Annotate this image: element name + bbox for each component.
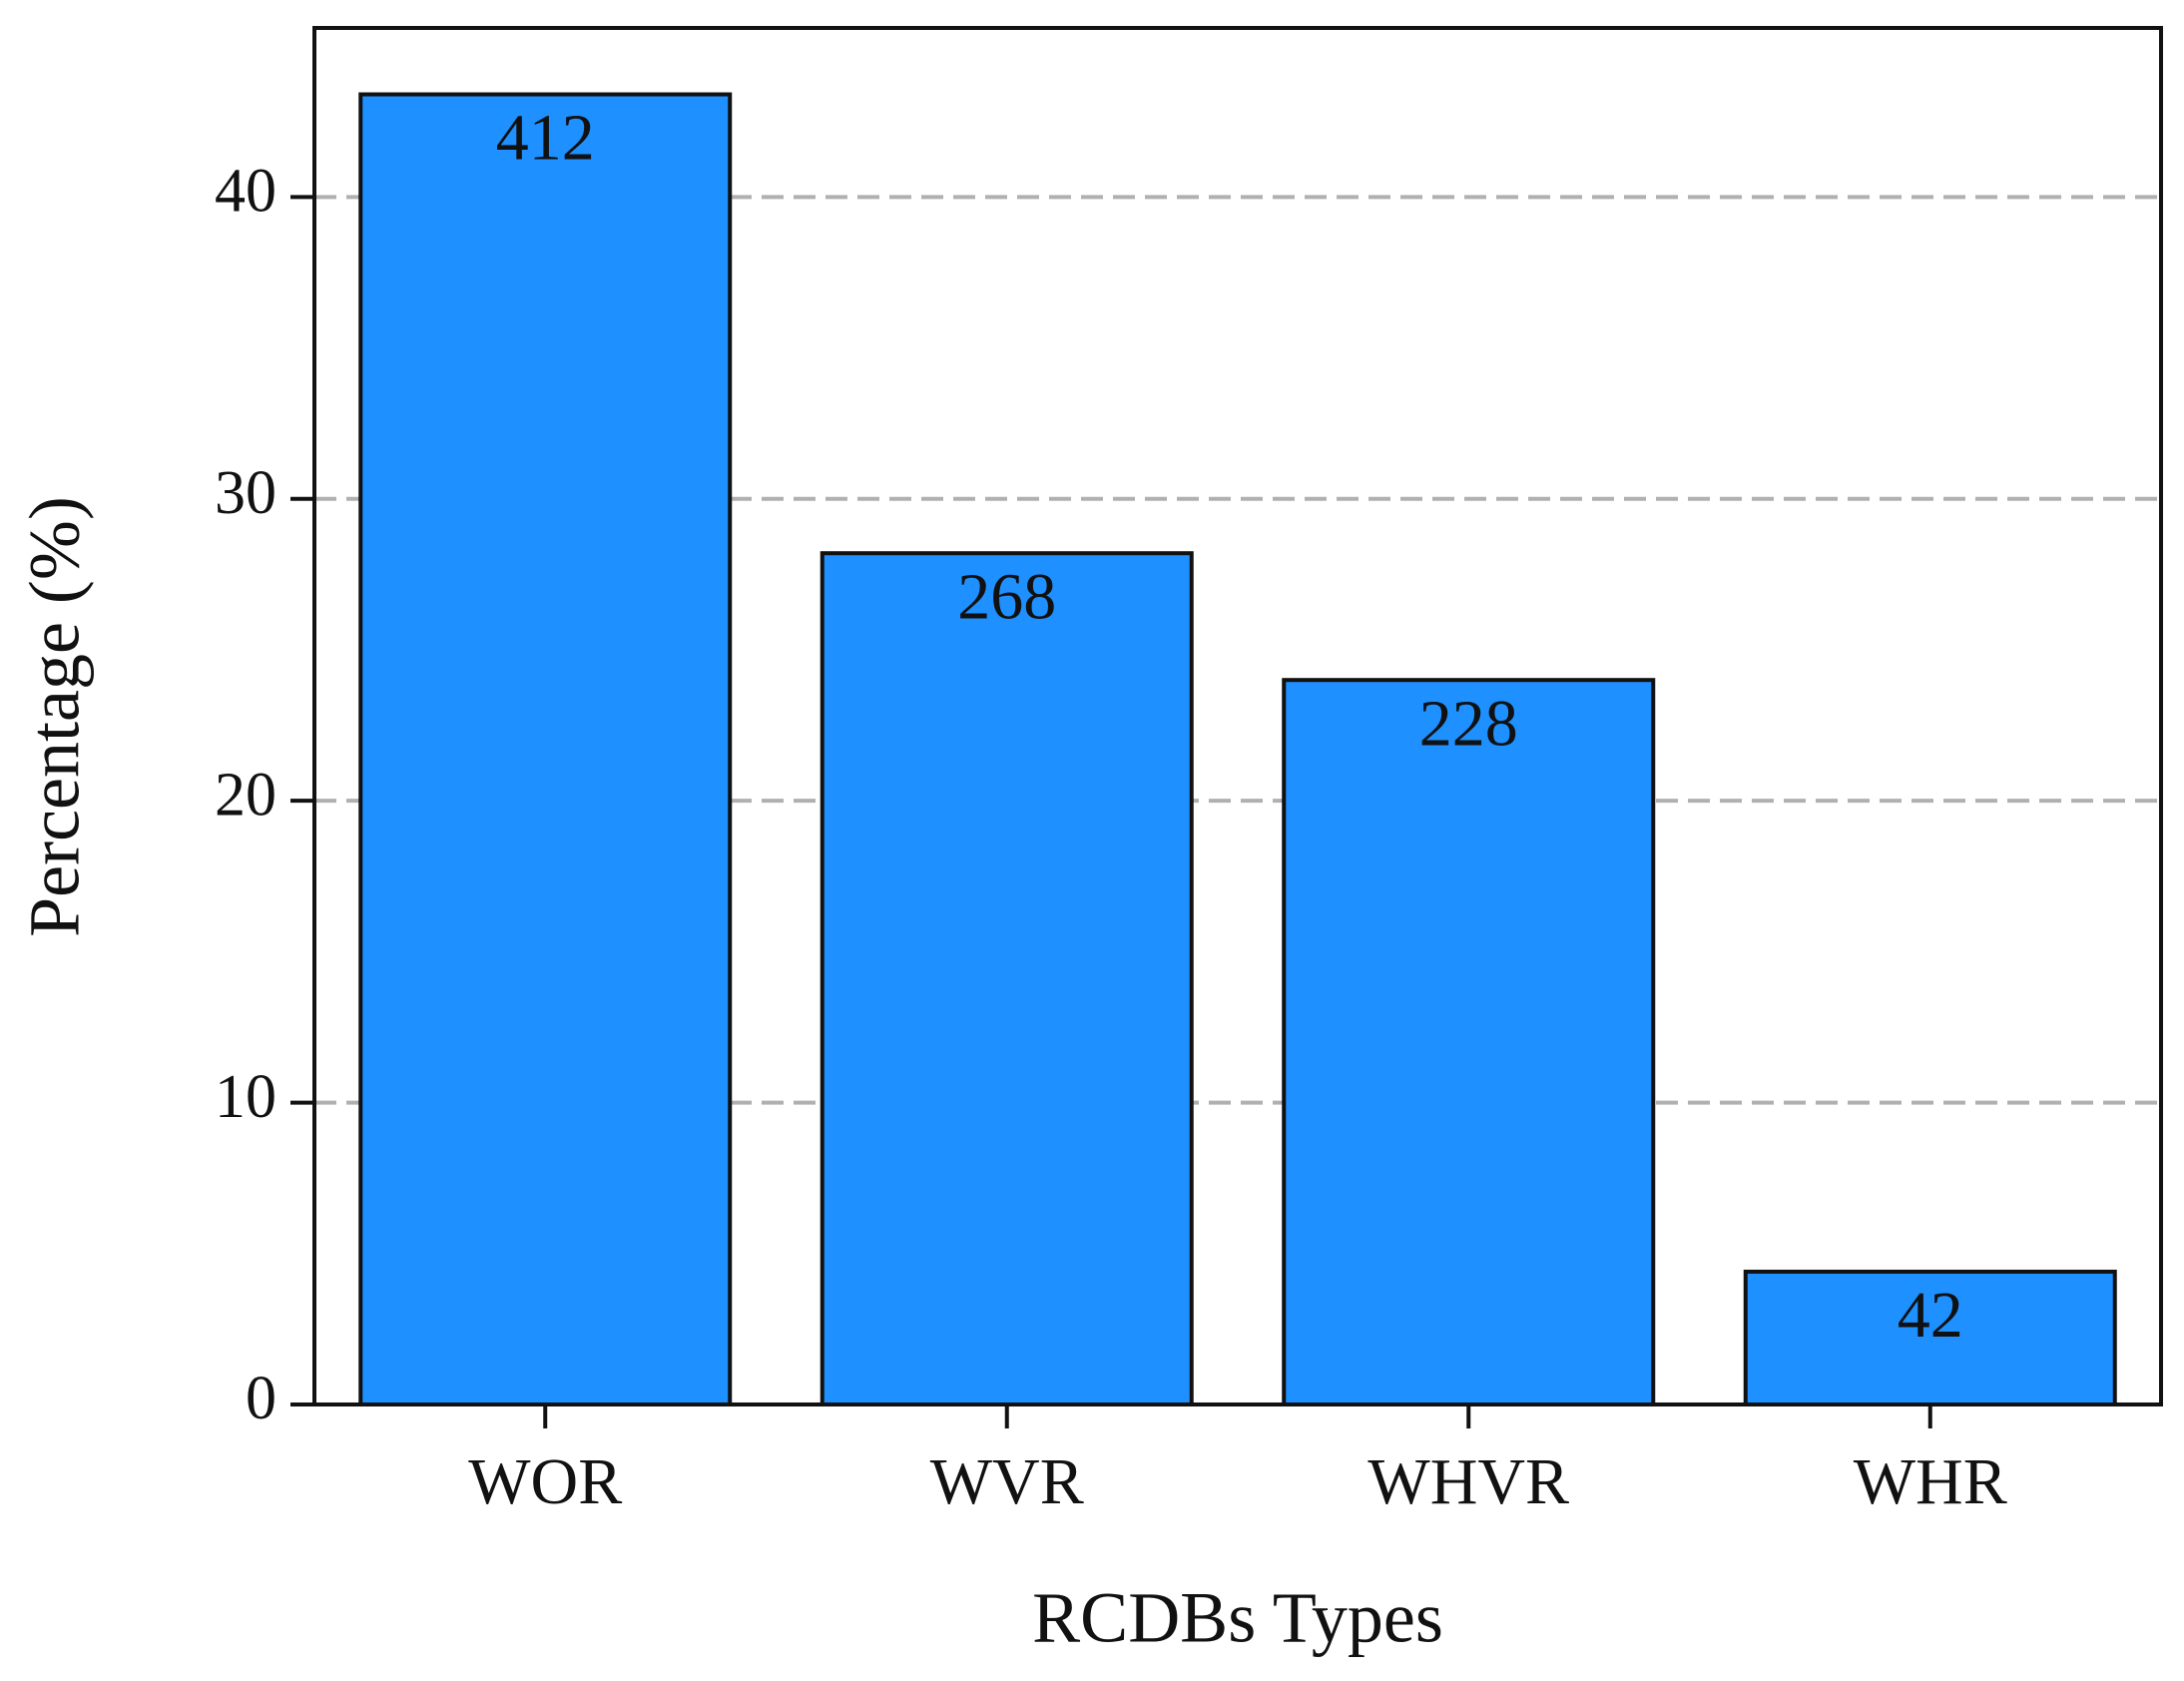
x-tick-label: WVR	[930, 1445, 1084, 1518]
x-tick-label: WOR	[468, 1445, 622, 1518]
data-label: 268	[957, 560, 1056, 633]
x-tick-label: WHVR	[1367, 1445, 1569, 1518]
y-axis-label: Percentage (%)	[15, 496, 95, 937]
bar	[819, 551, 1194, 1406]
x-tick-label: WHR	[1854, 1445, 2007, 1518]
y-tick-label: 30	[215, 459, 276, 527]
y-tick-label: 20	[215, 761, 276, 829]
bar	[358, 92, 733, 1406]
bar	[1282, 678, 1656, 1406]
data-label: 228	[1419, 687, 1518, 760]
data-label: 42	[1898, 1279, 1963, 1352]
y-tick-label: 40	[215, 158, 276, 226]
y-tick-label: 0	[246, 1365, 276, 1432]
y-tick-label: 10	[215, 1063, 276, 1131]
data-label: 412	[496, 102, 595, 175]
plot-frame	[312, 26, 2163, 1406]
x-axis-label: RCDBs Types	[1032, 1578, 1443, 1658]
